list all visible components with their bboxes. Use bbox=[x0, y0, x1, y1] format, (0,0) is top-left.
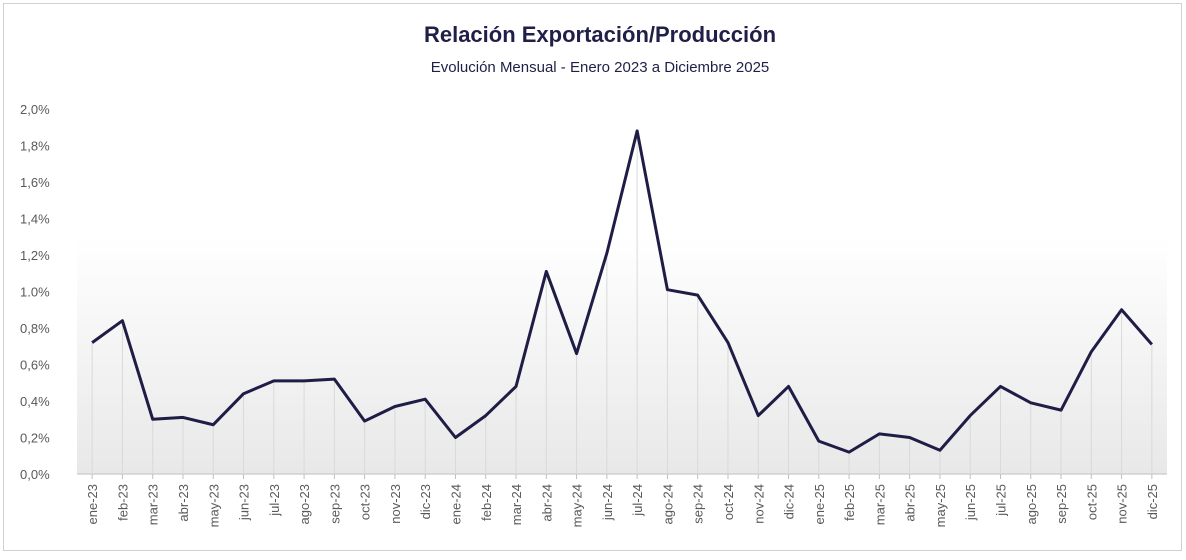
x-tick-label: jul-24 bbox=[630, 484, 645, 517]
y-tick-label: 1,6% bbox=[20, 175, 50, 190]
x-tick-label: mar-23 bbox=[146, 484, 161, 525]
x-tick-label: dic-24 bbox=[782, 484, 797, 519]
plot-area bbox=[77, 109, 1167, 474]
data-line bbox=[91, 129, 1153, 454]
x-tick-label: dic-25 bbox=[1145, 484, 1160, 519]
x-tick-label: abr-25 bbox=[903, 484, 918, 522]
x-tick-label: jun-25 bbox=[963, 484, 978, 521]
x-tick-label: abr-23 bbox=[176, 484, 191, 522]
x-tick-label: may-25 bbox=[933, 484, 948, 527]
x-tick-label: mar-24 bbox=[509, 484, 524, 525]
x-tick-label: nov-25 bbox=[1115, 484, 1130, 524]
x-tick-label: feb-24 bbox=[479, 484, 494, 521]
plot: 0,0% 0,2% 0,4% 0,6% 0,8% 1.0% 1,2% 1,4% 1,6% 1,8%… bbox=[20, 102, 1167, 527]
y-tick-label: 1.0% bbox=[20, 285, 50, 300]
chart-title: Relación Exportación/Producción bbox=[424, 22, 776, 47]
x-tick-label: sep-24 bbox=[691, 484, 706, 524]
x-tick-label: may-24 bbox=[570, 484, 585, 527]
x-tick-label: ene-23 bbox=[85, 484, 100, 524]
y-tick-label: 1,2% bbox=[20, 248, 50, 263]
y-tick-label: 0,2% bbox=[20, 431, 50, 446]
x-tick-label: may-23 bbox=[206, 484, 221, 527]
x-tick-label: sep-25 bbox=[1054, 484, 1069, 524]
x-tick-label: abr-24 bbox=[539, 484, 554, 522]
y-tick-label: 0,6% bbox=[20, 358, 50, 373]
x-tick-label: nov-24 bbox=[751, 484, 766, 524]
x-tick-label: ago-23 bbox=[297, 484, 312, 524]
y-tick-label: 1,8% bbox=[20, 139, 50, 154]
y-tick-label: 0,0% bbox=[20, 467, 50, 482]
x-tick-label: mar-25 bbox=[872, 484, 887, 525]
x-tick-label: jun-24 bbox=[600, 484, 615, 521]
x-tick-label: feb-25 bbox=[842, 484, 857, 521]
x-tick-label: ago-24 bbox=[660, 484, 675, 524]
y-tick-label: 1,4% bbox=[20, 212, 50, 227]
x-tick-label: dic-23 bbox=[418, 484, 433, 519]
x-tick-label: sep-23 bbox=[327, 484, 342, 524]
x-tick-label: oct-23 bbox=[358, 484, 373, 520]
x-tick-label: feb-23 bbox=[115, 484, 130, 521]
y-tick-label: 0,8% bbox=[20, 321, 50, 336]
x-tick-label: ago-25 bbox=[1024, 484, 1039, 524]
x-tick-label: jun-23 bbox=[237, 484, 252, 521]
x-tick-label: jul-25 bbox=[993, 484, 1008, 517]
y-tick-label: 0,4% bbox=[20, 394, 50, 409]
y-tick-label: 2,0% bbox=[20, 102, 50, 117]
chart-subtitle: Evolución Mensual - Enero 2023 a Diciemb… bbox=[431, 59, 770, 76]
x-tick-label: ene-24 bbox=[448, 484, 463, 524]
x-tick-label: nov-23 bbox=[388, 484, 403, 524]
x-tick-label: ene-25 bbox=[812, 484, 827, 524]
x-tick-label: jul-23 bbox=[267, 484, 282, 517]
x-tick-label: oct-25 bbox=[1084, 484, 1099, 520]
x-tick-label: oct-24 bbox=[721, 484, 736, 520]
